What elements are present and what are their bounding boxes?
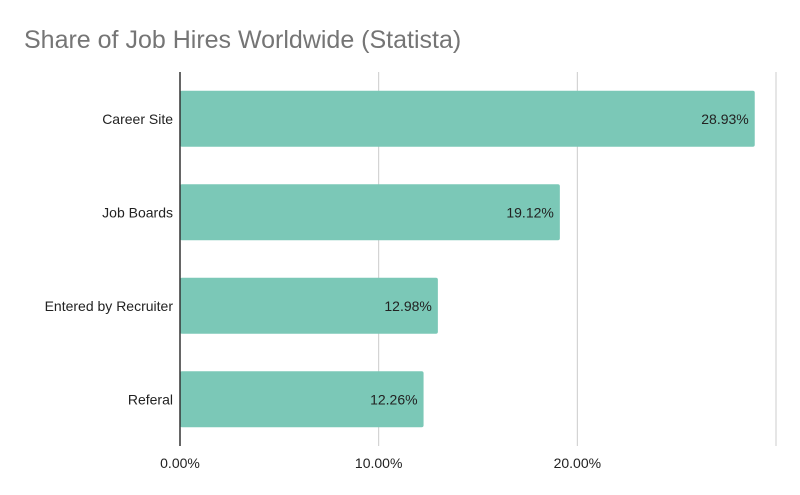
data-label: 12.26% [370,391,417,407]
x-tick-label: 20.00% [554,455,601,471]
bar [180,371,424,428]
data-labels: 28.93% 19.12% 12.98% 12.26% [370,111,749,408]
x-tick-labels: 0.00% 10.00% 20.00% [160,455,601,471]
bars [180,90,755,428]
category-label: Career Site [102,111,173,127]
bar [180,277,438,334]
category-label: Referal [128,391,173,407]
x-tick-label: 0.00% [160,455,200,471]
chart-title: Share of Job Hires Worldwide (Statista) [24,26,462,54]
data-label: 19.12% [506,204,553,220]
category-labels: Career Site Job Boards Entered by Recruite… [45,111,174,408]
category-label: Entered by Recruiter [45,298,174,314]
x-tick-label: 10.00% [355,455,402,471]
data-label: 28.93% [701,111,748,127]
bar [180,90,755,147]
category-label: Job Boards [102,204,173,220]
bar [180,184,560,241]
data-label: 12.98% [384,298,431,314]
